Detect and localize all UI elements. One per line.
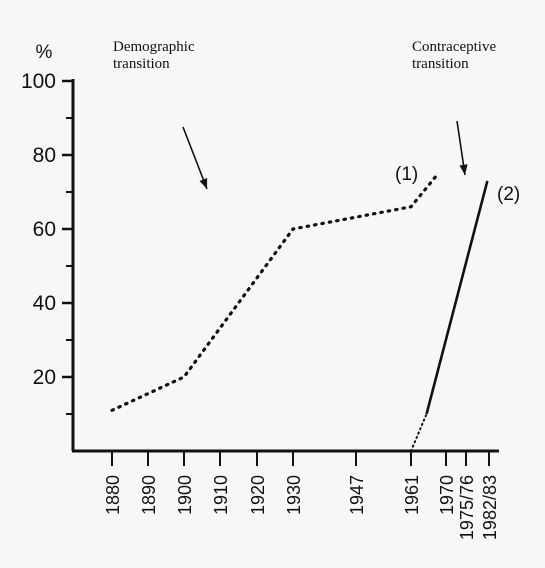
x-tick-label: 1947: [347, 475, 367, 515]
contraceptive-transition-arrow-icon: [456, 120, 468, 176]
y-tick-label: 40: [33, 292, 56, 315]
x-ticks: 1880 1890 1900 1910 1920 1930 1947 1961 1970 1975…: [103, 451, 500, 540]
x-tick-label: 1975/76: [457, 475, 477, 540]
x-tick-label: 1880: [103, 475, 123, 515]
series-layer: (1) (2): [110, 164, 520, 452]
x-tick-label: 1910: [211, 475, 231, 515]
y-tick-label: 60: [33, 218, 56, 241]
x-tick-label: 1982/83: [480, 475, 500, 540]
series-2-dotted-segment: [410, 413, 428, 452]
x-tick-label: 1920: [248, 475, 268, 515]
series-2-label: (2): [497, 184, 520, 205]
y-ticks: 20 40 60 80 100: [21, 70, 73, 415]
contraceptive-transition-annotation: Contraceptive transition: [412, 39, 496, 72]
x-tick-label: 1970: [437, 475, 457, 515]
x-tick-label: 1930: [284, 475, 304, 515]
x-tick-label: 1900: [175, 475, 195, 515]
x-tick-label: 1961: [402, 475, 422, 515]
demographic-transition-annotation: Demographic transition: [113, 39, 195, 72]
x-tick-label: 1890: [139, 475, 159, 515]
y-tick-label: 80: [33, 144, 56, 167]
axes: [71, 79, 499, 453]
series-1-label: (1): [395, 164, 418, 185]
series-2-solid-segment: [425, 180, 489, 415]
y-tick-label: 100: [21, 70, 56, 93]
y-tick-label: 20: [33, 366, 56, 389]
annotation-arrows: [182, 120, 468, 190]
demographic-transition-arrow-icon: [182, 126, 208, 190]
y-unit-label: %: [36, 42, 53, 63]
series-1-line: [110, 171, 440, 412]
